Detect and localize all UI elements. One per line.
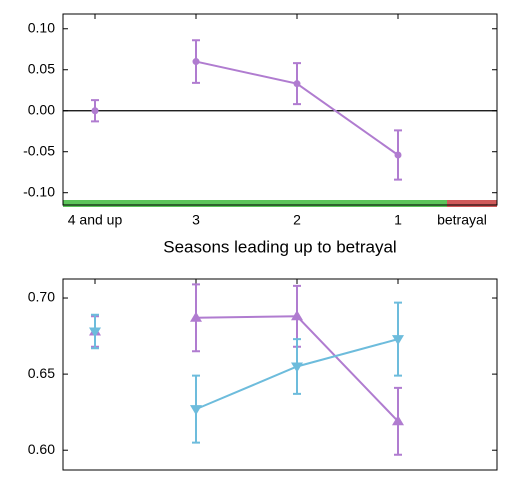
point [293, 80, 301, 88]
y-tick-label: -0.10 [23, 183, 55, 199]
x-tick-label: 2 [293, 212, 301, 228]
point [392, 415, 404, 426]
point [392, 335, 404, 346]
x-tick-label: 1 [394, 212, 402, 228]
y-tick-label: 0.05 [28, 60, 55, 76]
point [190, 311, 202, 322]
x-tick-label: betrayal [437, 212, 487, 228]
y-tick-label: 0.70 [28, 289, 55, 305]
point [190, 405, 202, 416]
y-tick-label: 0.65 [28, 365, 55, 381]
y-tick-label: 0.00 [28, 101, 55, 117]
point [192, 58, 200, 66]
y-tick-label: 0.60 [28, 441, 55, 457]
plot-frame [62, 278, 498, 471]
plot-frame [62, 13, 498, 206]
x-tick-label: 3 [192, 212, 200, 228]
betrayal-bar [447, 200, 497, 207]
point [291, 310, 303, 321]
x-axis-label: Seasons leading up to betrayal [163, 237, 396, 256]
y-tick-label: 0.10 [28, 19, 55, 35]
period-bar [63, 200, 447, 207]
y-tick-label: -0.05 [23, 142, 55, 158]
point [291, 362, 303, 373]
point [394, 151, 402, 159]
x-tick-label: 4 and up [68, 212, 123, 228]
point [89, 327, 101, 338]
point [91, 107, 99, 115]
